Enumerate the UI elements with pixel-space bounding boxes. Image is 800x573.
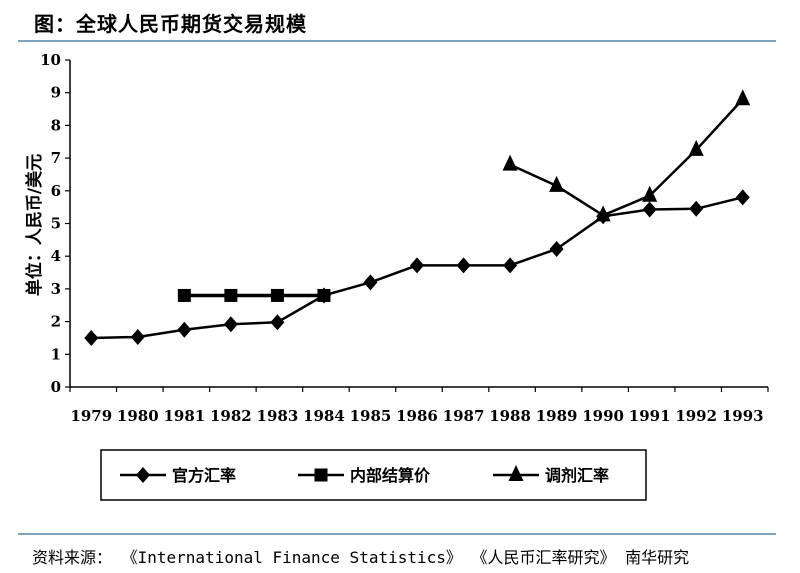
data-point: [642, 201, 657, 218]
x-tick-label: 1992: [675, 407, 717, 425]
y-tick-label: 6: [51, 182, 61, 200]
data-point: [130, 328, 145, 345]
data-point: [363, 274, 378, 291]
y-tick-label: 8: [51, 116, 61, 134]
line-chart: 0 1 2 3 4 5 6 7 8 9 10 1979 1980 1981 1982 1983 1984 1985…: [24, 51, 769, 501]
top-divider: [18, 40, 776, 42]
data-point: [502, 154, 518, 171]
legend-label: 调剂汇率: [545, 466, 609, 485]
y-tick-label: 1: [51, 345, 61, 363]
legend-marker: [508, 465, 524, 481]
data-point: [595, 205, 611, 222]
x-tick-label: 1984: [303, 407, 345, 425]
chart-axes: [69, 60, 768, 388]
x-tick-label: 1991: [629, 407, 671, 425]
legend-marker: [314, 468, 328, 482]
chart-ticks: 0 1 2 3 4 5 6 7 8 9 10 1979 1980 1981 1982 1983 1984 1985…: [40, 51, 769, 425]
bottom-divider: [18, 533, 776, 535]
y-tick-label: 4: [51, 247, 61, 265]
series-2: [177, 288, 331, 302]
data-point: [224, 288, 238, 302]
x-tick-label: 1982: [210, 407, 252, 425]
legend-item: 调剂汇率: [493, 465, 609, 485]
x-tick-label: 1980: [117, 407, 159, 425]
data-point: [735, 89, 751, 106]
data-point: [503, 257, 518, 274]
data-point: [223, 316, 238, 333]
legend-marker: [136, 467, 150, 483]
x-tick-label: 1990: [582, 407, 624, 425]
y-tick-label: 0: [51, 378, 61, 396]
data-point: [642, 185, 658, 202]
page-title: 图：全球人民币期货交易规模: [34, 12, 307, 36]
data-point: [549, 241, 564, 258]
source-note: 资料来源： 《International Finance Statistics》…: [32, 548, 690, 567]
data-point: [177, 288, 191, 302]
legend-item: 内部结算价: [298, 466, 431, 485]
x-tick-label: 1986: [396, 407, 438, 425]
x-tick-label: 1989: [536, 407, 578, 425]
y-tick-label: 7: [51, 149, 61, 167]
data-point: [735, 189, 750, 206]
y-axis-label: 单位：人民币/美元: [24, 154, 45, 296]
x-tick-label: 1985: [350, 407, 392, 425]
legend-label: 内部结算价: [350, 466, 431, 485]
x-tick-label: 1988: [489, 407, 531, 425]
data-point: [549, 175, 565, 192]
x-tick-label: 1983: [257, 407, 299, 425]
data-point: [410, 257, 424, 274]
data-point: [689, 200, 704, 217]
x-tick-label: 1979: [70, 407, 112, 425]
y-tick-label: 9: [51, 84, 61, 102]
series-line: [509, 98, 744, 217]
legend-box: [100, 449, 647, 501]
y-tick-label: 10: [40, 51, 61, 69]
legend-item: 官方汇率: [120, 466, 236, 485]
y-tick-label: 2: [51, 313, 61, 331]
series-3: [502, 89, 751, 222]
data-point: [688, 139, 704, 156]
chart-plot-area: [84, 89, 751, 346]
data-point: [84, 329, 99, 346]
x-tick-label: 1981: [163, 407, 205, 425]
data-point: [456, 257, 471, 274]
data-point: [270, 314, 285, 331]
x-tick-label: 1987: [443, 407, 485, 425]
data-point: [177, 321, 192, 338]
data-point: [317, 288, 331, 302]
data-point: [270, 288, 284, 302]
x-tick-label: 1993: [722, 407, 764, 425]
legend-label: 官方汇率: [172, 466, 236, 485]
series-1: [84, 189, 750, 346]
y-tick-label: 5: [51, 215, 61, 233]
chart-legend: 官方汇率 内部结算价 调剂汇率: [100, 449, 647, 501]
y-tick-label: 3: [51, 280, 61, 298]
